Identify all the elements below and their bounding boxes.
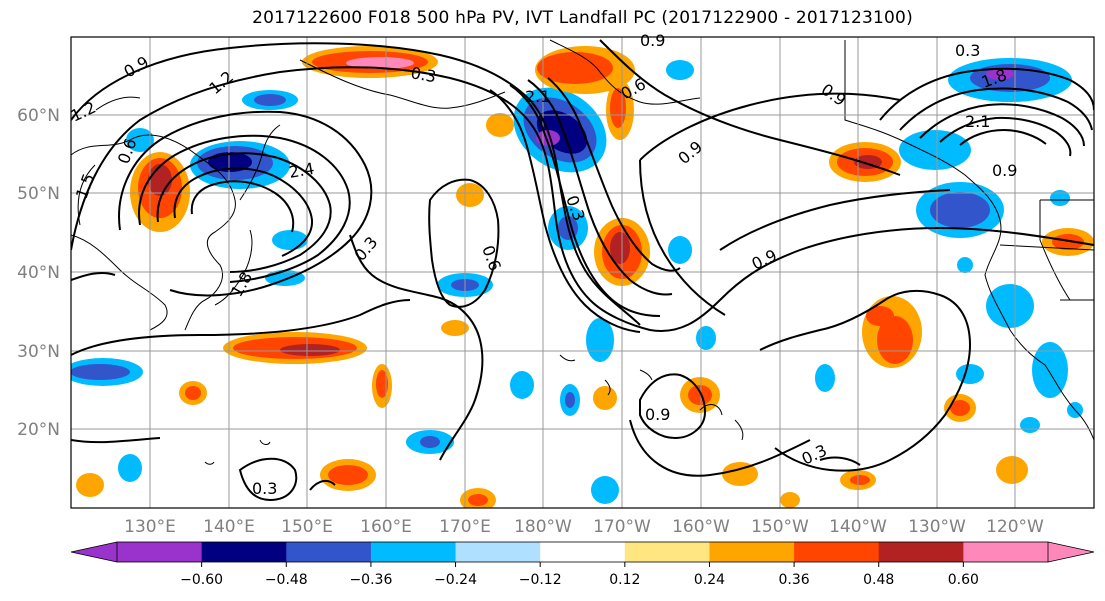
colorbar: −0.60 −0.48 −0.36 −0.24 −0.12 0.12 0.24 0.36 0.4…	[70, 541, 1095, 588]
colorbar-extend-high	[1048, 542, 1094, 562]
lat-label-50n: 50°N	[17, 184, 60, 204]
ivt-contours	[71, 39, 1094, 502]
colorbar-segment	[540, 542, 626, 562]
colorbar-segment	[370, 542, 457, 562]
colorbar-tick-label: 0.60	[948, 572, 979, 588]
contour-label: 2.1	[525, 87, 550, 106]
lon-label: 170°E	[439, 517, 491, 537]
colorbar-segment	[878, 542, 964, 562]
colorbar-extend-low	[71, 542, 117, 562]
map-frame	[70, 36, 1095, 509]
minor-contours	[77, 96, 744, 465]
map-title: 2017122600 F018 500 hPa PV, IVT Landfall…	[252, 8, 913, 28]
contour-label: 0.3	[409, 63, 437, 86]
contour-label: 2.1	[965, 112, 990, 131]
colorbar-tick-label: 0.24	[694, 572, 725, 588]
colorbar-segment	[709, 542, 795, 562]
map-area	[71, 37, 1094, 508]
contour-label: 0.9	[640, 31, 665, 50]
colorbar-tick-label: 0.12	[609, 572, 640, 588]
contour-label: 0.9	[992, 161, 1017, 180]
lon-label: 150°E	[281, 517, 333, 537]
lon-label: 140°E	[203, 517, 255, 537]
lat-label-40n: 40°N	[17, 263, 60, 283]
lon-label: 140°W	[829, 517, 887, 537]
colorbar-tick-label: 0.36	[779, 572, 810, 588]
colorbar-segment	[794, 542, 880, 562]
colorbar-tick-label: −0.48	[265, 572, 308, 588]
colorbar-segment	[455, 542, 541, 562]
colorbar-tick-label: −0.24	[434, 572, 477, 588]
contour-label: 0.3	[252, 479, 277, 498]
lon-label: 160°E	[360, 517, 412, 537]
contour-label: 2.4	[287, 159, 315, 182]
contour-label: 0.3	[955, 41, 980, 60]
colorbar-tick-label: −0.36	[349, 572, 392, 588]
lon-label: 130°E	[124, 517, 176, 537]
colorbar-tick-label: 0.48	[863, 572, 894, 588]
colorbar-tick-label: −0.60	[180, 572, 223, 588]
colorbar-segment	[963, 542, 1049, 562]
lon-label: 170°W	[593, 517, 651, 537]
colorbar-segment	[201, 542, 287, 562]
contour-label: 0.9	[645, 405, 670, 424]
lat-label-20n: 20°N	[17, 420, 60, 440]
latitude-labels: 60°N 50°N 40°N 30°N 20°N	[17, 106, 60, 440]
coastlines	[71, 39, 1094, 441]
longitude-labels: 130°E 140°E 150°E 160°E 170°E 180°W 170°…	[124, 517, 1044, 537]
lon-label: 120°W	[986, 517, 1044, 537]
colorbar-segment	[624, 542, 710, 562]
lon-label: 130°W	[908, 517, 966, 537]
lon-label: 180°W	[514, 517, 572, 537]
lon-label: 160°W	[672, 517, 730, 537]
lat-label-60n: 60°N	[17, 106, 60, 126]
colorbar-tick-label: −0.12	[519, 572, 562, 588]
lat-label-30n: 30°N	[17, 342, 60, 362]
colorbar-segment	[286, 542, 372, 562]
lon-label: 150°W	[751, 517, 809, 537]
colorbar-segment	[117, 542, 203, 562]
